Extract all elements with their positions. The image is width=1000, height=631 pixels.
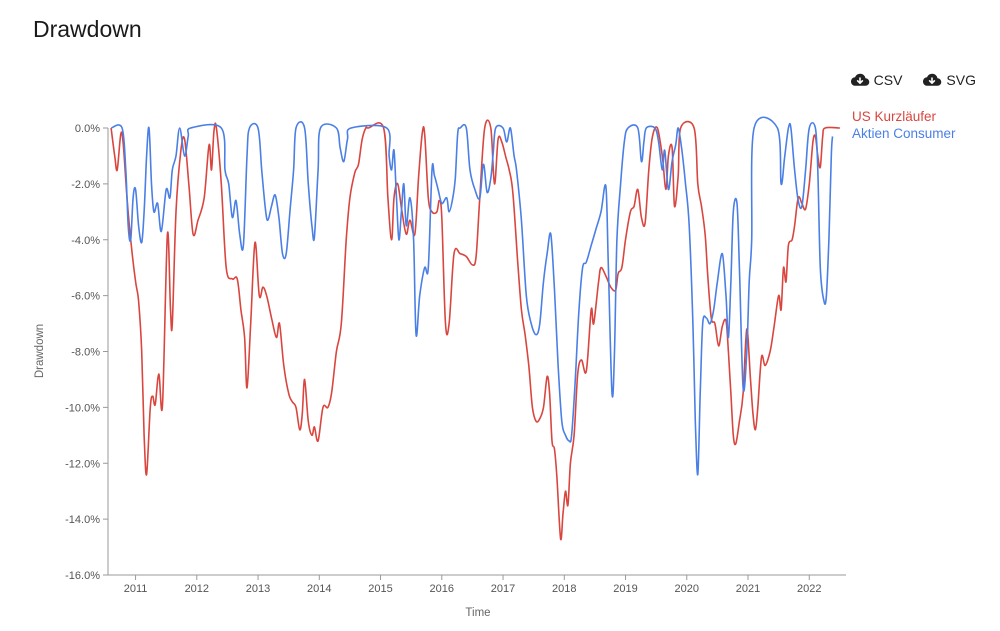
download-csv-button[interactable]: CSV: [850, 72, 903, 88]
x-tick-label: 2016: [430, 583, 454, 595]
x-tick-label: 2012: [185, 583, 209, 595]
x-tick-label: 2013: [246, 583, 270, 595]
y-tick-label: -16.0%: [65, 570, 100, 582]
legend-item-us-kurzlaeufer[interactable]: US Kurzläufer: [852, 109, 937, 124]
export-toolbar: CSV SVG: [850, 72, 976, 88]
x-tick-label: 2018: [552, 583, 576, 595]
x-tick-label: 2021: [736, 583, 760, 595]
x-tick-label: 2014: [307, 583, 331, 595]
cloud-download-icon: [923, 73, 942, 86]
series-line-us-kurzlaeufer: [110, 119, 840, 541]
y-tick-label: -8.0%: [71, 347, 100, 359]
x-tick-label: 2019: [613, 583, 637, 595]
x-tick-label: 2015: [368, 583, 392, 595]
x-tick-label: 2020: [675, 583, 699, 595]
x-tick-label: 2011: [124, 583, 148, 595]
y-tick-label: -4.0%: [71, 235, 100, 247]
x-axis-label: Time: [465, 607, 490, 619]
y-axis-label: Drawdown: [34, 324, 46, 378]
download-svg-button[interactable]: SVG: [922, 72, 976, 88]
x-tick-label: 2022: [797, 583, 821, 595]
y-tick-label: -2.0%: [71, 179, 100, 191]
y-tick-label: -14.0%: [65, 514, 100, 526]
svg-label: SVG: [946, 72, 976, 88]
cloud-download-icon: [850, 73, 869, 86]
chart-title: Drawdown: [33, 16, 142, 42]
legend-item-aktien-consumer[interactable]: Aktien Consumer: [852, 126, 956, 141]
y-tick-label: -6.0%: [71, 291, 100, 303]
legend: US Kurzläufer Aktien Consumer: [852, 108, 956, 142]
x-tick-label: 2017: [491, 583, 515, 595]
y-tick-label: 0.0%: [75, 123, 100, 135]
csv-label: CSV: [873, 72, 903, 88]
series-line-aktien-consumer: [110, 116, 834, 476]
y-tick-label: -10.0%: [65, 402, 100, 414]
x-axis: 2011 2012 2013 2014 2015 2016 2017 2018 2019 2020…: [108, 574, 846, 595]
series-lines: [110, 116, 840, 541]
y-tick-label: -12.0%: [65, 458, 100, 470]
y-axis: 0.0% -2.0% -4.0% -6.0% -8.0% -10.0% -12.0% -14.…: [65, 123, 109, 582]
